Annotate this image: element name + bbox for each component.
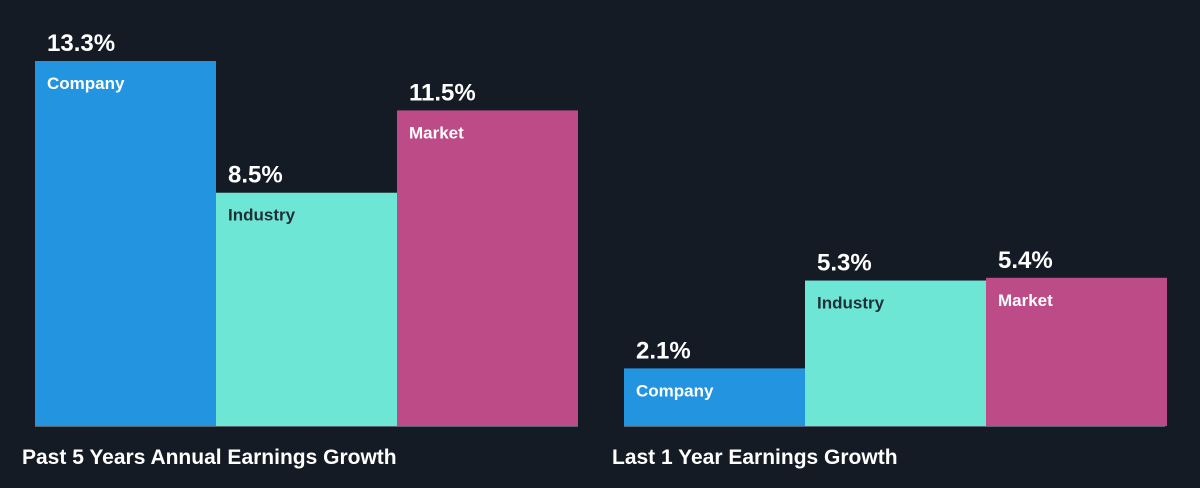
value-label-market: 5.4%	[998, 247, 1053, 274]
value-label-company: 2.1%	[636, 337, 691, 364]
bar-label-company: Company	[636, 381, 714, 400]
bar-label-industry: Industry	[228, 206, 296, 225]
bar-label-industry: Industry	[817, 294, 885, 313]
bar-label-market: Market	[409, 123, 464, 142]
past-5-years-chart: 13.3% Company 8.5% Industry 11.5% Market Past …	[22, 30, 578, 469]
bar-market	[986, 277, 1167, 426]
value-label-company: 13.3%	[47, 30, 115, 57]
value-label-industry: 5.3%	[817, 250, 872, 277]
bar-industry	[216, 192, 397, 426]
value-label-market: 11.5%	[409, 79, 476, 106]
bar-company	[624, 368, 805, 426]
chart-title: Past 5 Years Annual Earnings Growth	[22, 446, 397, 469]
chart-title: Last 1 Year Earnings Growth	[612, 446, 898, 469]
bar-label-market: Market	[998, 291, 1053, 310]
bar-label-company: Company	[47, 74, 125, 93]
value-label-industry: 8.5%	[228, 162, 283, 189]
bar-industry	[805, 280, 986, 426]
bar-market	[397, 110, 578, 426]
bar-company	[35, 61, 216, 426]
last-1-year-chart: 2.1% Company 5.3% Industry 5.4% Market Last 1 …	[612, 247, 1167, 469]
